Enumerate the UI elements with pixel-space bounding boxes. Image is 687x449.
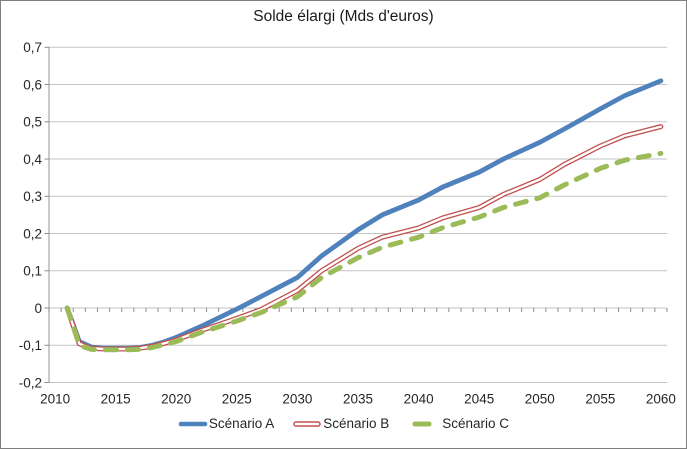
y-tick-label: 0,7 — [23, 40, 42, 55]
legend-label-scenario-c: Scénario C — [442, 416, 510, 431]
x-tick-label: 2030 — [282, 392, 312, 407]
scenario-c-line-swatch-icon — [412, 421, 432, 426]
legend-item-scenario-b: Scénario B — [292, 416, 389, 431]
y-tick-label: -0,1 — [19, 338, 42, 353]
x-tick-label: 2020 — [161, 392, 191, 407]
legend: Scénario A Scénario B Scénario C — [1, 416, 686, 431]
y-tick-label: 0,3 — [23, 189, 42, 204]
y-tick-label: 0,4 — [23, 152, 42, 167]
x-tick-label: 2015 — [101, 392, 131, 407]
x-tick-label: 2050 — [525, 392, 555, 407]
legend-label-scenario-b: Scénario B — [323, 416, 390, 431]
y-tick-label: 0,2 — [23, 226, 42, 241]
chart-title: Solde élargi (Mds d'euros) — [253, 8, 434, 25]
y-tick-label: 0,5 — [23, 115, 42, 130]
scenario-a-line-swatch-icon — [178, 421, 208, 426]
x-tick-label: 2055 — [585, 392, 615, 407]
legend-item-scenario-c: Scénario C — [407, 416, 509, 431]
y-tick-label: 0,6 — [23, 77, 42, 92]
scenario-b-line-swatch-icon — [293, 420, 321, 427]
series-line-scenario-c — [64, 150, 664, 353]
x-tick-label: 2035 — [343, 392, 373, 407]
legend-label-scenario-a: Scénario A — [208, 416, 275, 431]
legend-item-scenario-a: Scénario A — [178, 416, 274, 431]
x-tick-label: 2025 — [222, 392, 252, 407]
y-tick-label: -0,2 — [19, 375, 42, 390]
x-tick-label: 2060 — [646, 392, 676, 407]
series-line-scenario-b-inner — [65, 125, 663, 351]
x-tick-label: 2045 — [464, 392, 494, 407]
y-tick-label: 0 — [34, 301, 42, 316]
x-tick-label: 2010 — [40, 392, 70, 407]
y-tick-label: 0,1 — [23, 264, 42, 279]
x-tick-label: 2040 — [404, 392, 434, 407]
